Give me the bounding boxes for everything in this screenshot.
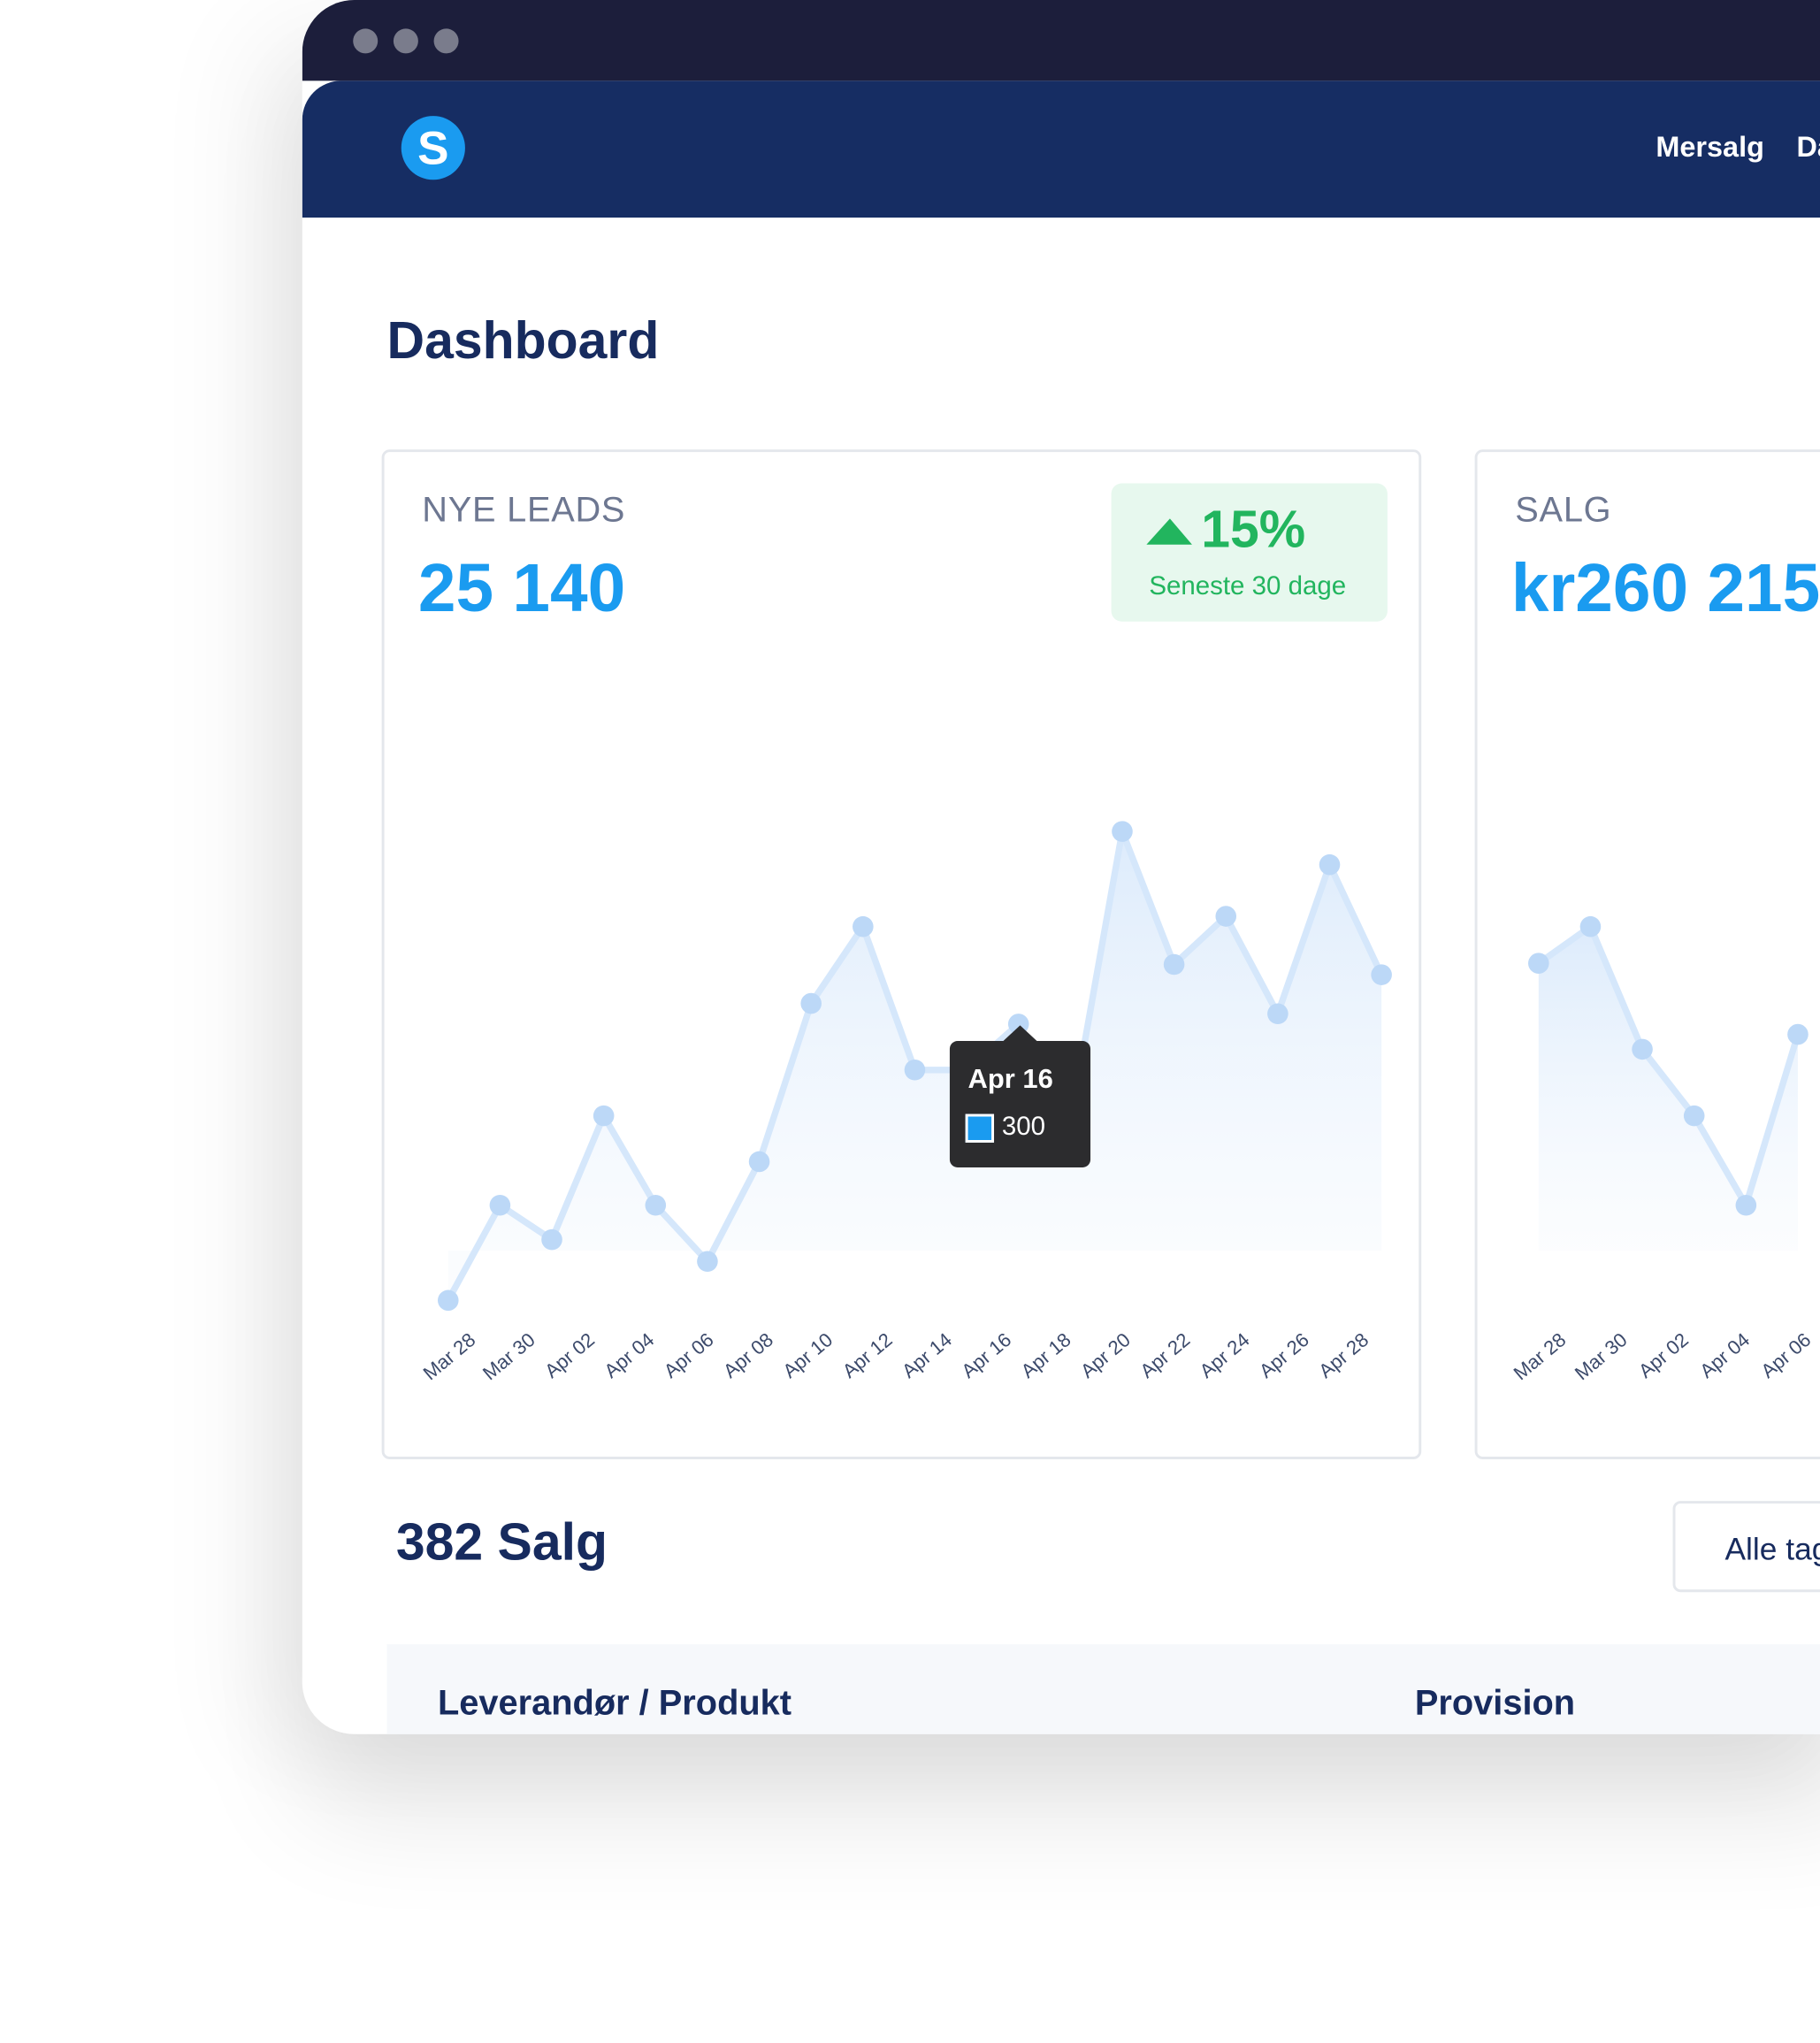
change-period: Seneste 30 dage [1149, 571, 1347, 601]
x-tick-label: Mar 28 [1510, 1328, 1571, 1384]
point [1163, 953, 1185, 976]
change-value: 15% [1201, 501, 1306, 559]
card-total: 25 140 [417, 551, 626, 627]
table-header: Leverandør / Produkt Provision [386, 1644, 1820, 1734]
point [748, 1151, 770, 1173]
point [1215, 906, 1237, 927]
x-tick-label: Mar 28 [419, 1328, 480, 1384]
browser-window: S Mersalg Da Dashboard NYE LEADS 25 140 … [302, 0, 1820, 1734]
card-label: NYE LEADS [422, 489, 626, 530]
x-tick-label: Apr 24 [1196, 1328, 1254, 1382]
x-tick-label: Apr 20 [1076, 1328, 1135, 1382]
area-fill [1538, 926, 1798, 1251]
title-bar [302, 0, 1820, 81]
point [593, 1105, 615, 1127]
point [1528, 953, 1549, 974]
column-header: Leverandør / Produkt [437, 1683, 792, 1723]
point [1735, 1194, 1757, 1216]
x-tick-label: Apr 10 [778, 1328, 837, 1382]
point [1683, 1105, 1705, 1127]
window-dot[interactable] [393, 28, 418, 54]
x-tick-label: Apr 28 [1314, 1328, 1373, 1382]
window-dot[interactable] [433, 28, 459, 54]
point [1319, 853, 1341, 876]
x-tick-label: Apr 14 [898, 1328, 956, 1382]
point [489, 1194, 511, 1216]
window-dot[interactable] [353, 28, 379, 54]
page-title: Dashboard [386, 312, 660, 371]
x-tick-label: Apr 22 [1136, 1328, 1194, 1382]
point [1787, 1023, 1809, 1045]
tooltip-value: 300 [1001, 1113, 1046, 1142]
x-tick-label: Apr 06 [660, 1328, 718, 1382]
point [645, 1194, 667, 1216]
point [541, 1228, 562, 1251]
line [1536, 923, 1801, 1209]
up-arrow [1146, 518, 1192, 545]
x-tick-label: Apr 04 [600, 1328, 658, 1382]
point [1632, 1038, 1653, 1060]
nav-link[interactable]: Da [1796, 130, 1820, 164]
nav-link[interactable]: Mersalg [1656, 130, 1764, 164]
logo[interactable]: S [401, 116, 465, 180]
tooltip-swatch [965, 1113, 995, 1143]
x-tick-label: Mar 30 [1571, 1328, 1632, 1384]
x-tick-label: Apr 26 [1255, 1328, 1313, 1382]
x-tick-label: Apr 12 [838, 1328, 897, 1382]
card [1474, 449, 1820, 1459]
point [800, 992, 822, 1014]
card-total: kr260 215 [1510, 551, 1820, 627]
x-tick-label: Apr 08 [719, 1328, 777, 1382]
point [697, 1251, 718, 1273]
x-tick-label: Apr 06 [1756, 1328, 1815, 1382]
sales-count: 382 Salg [395, 1513, 608, 1572]
point [1371, 964, 1392, 985]
column-header: Provision [1414, 1683, 1576, 1723]
x-tick-label: Apr 18 [1017, 1328, 1075, 1382]
tooltip-arrow [1001, 1025, 1039, 1043]
x-tick-label: Apr 04 [1695, 1328, 1754, 1382]
point [1579, 915, 1602, 937]
point [1267, 1003, 1289, 1025]
x-tick-label: Apr 02 [1634, 1328, 1693, 1382]
point [853, 915, 874, 937]
x-tick-label: Mar 30 [478, 1328, 539, 1384]
x-tick-label: Apr 16 [957, 1328, 1015, 1382]
tooltip-title: Apr 16 [967, 1064, 1053, 1095]
card-label: SALG [1515, 489, 1612, 530]
tooltip: Apr 16 300 [949, 1025, 1091, 1167]
point [1112, 821, 1133, 842]
nav-bar: S Mersalg Da [302, 80, 1820, 218]
filter-button[interactable]: Alle tag [1672, 1501, 1820, 1593]
change-badge: 15% Seneste 30 dage [1111, 483, 1388, 622]
point [904, 1059, 926, 1081]
point [437, 1289, 459, 1312]
chart: Mar 28 Mar 30 Apr 02 Apr 04 Apr 06 [1510, 915, 1815, 1384]
x-tick-label: Apr 02 [540, 1328, 599, 1382]
area-fill [447, 831, 1382, 1301]
